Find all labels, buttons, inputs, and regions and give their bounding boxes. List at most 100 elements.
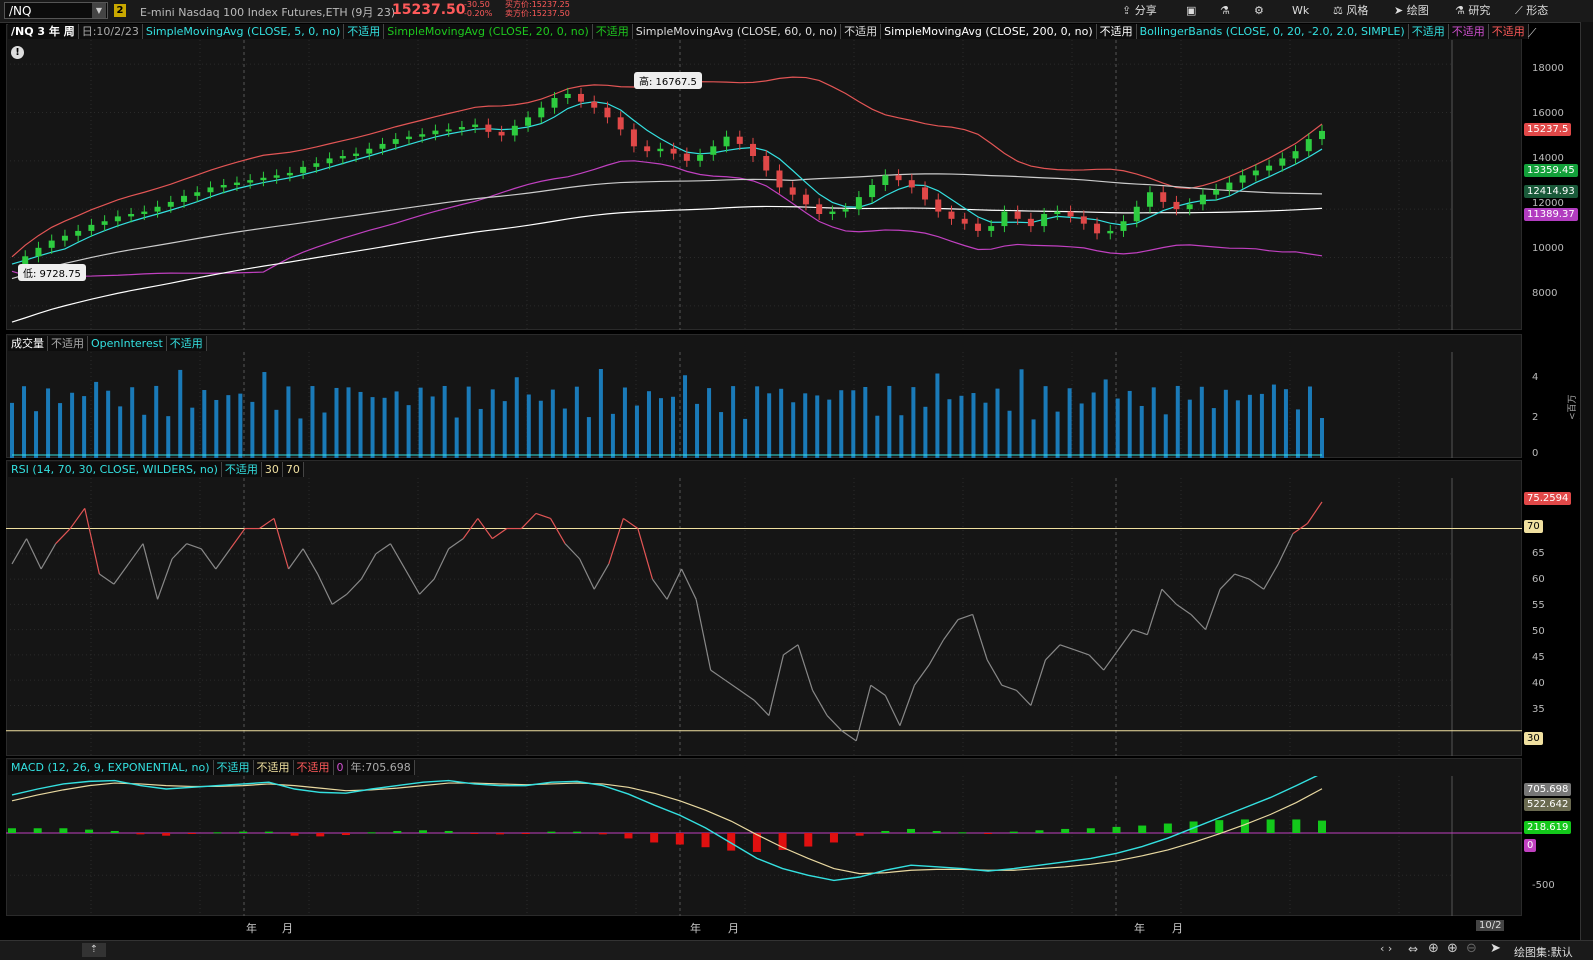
rsi-line-segment [200,548,217,570]
volume-bar [586,417,591,458]
volume-pane[interactable] [6,334,1522,458]
flask-icon[interactable]: ⚗ [1220,4,1230,17]
macd-diff-tag: 218.619 [1524,821,1572,834]
volume-bar [154,385,159,458]
macd-histogram-bar [418,830,427,833]
open-interest-value: 不适用 [167,336,207,351]
volume-bar [695,403,700,458]
bollinger-lower-line [11,160,1323,278]
studies-button[interactable]: ⚗ 研究 [1455,4,1491,17]
study-macd[interactable]: MACD (12, 26, 9, EXPONENTIAL, no) [8,760,214,775]
volume-bar [1247,394,1252,458]
volume-bar [995,388,1000,458]
y-tick: 10000 [1532,243,1564,254]
study-sma5-value: 不适用 [344,24,385,39]
zoom-out-icon[interactable]: ⊖ [1466,941,1477,956]
time-axis[interactable]: 年 月 年 月 年 月 10/2 [6,918,1522,936]
rsi-line-segment [40,543,57,570]
style-button[interactable]: ⚖ 风格 [1333,4,1369,17]
candle [485,124,492,132]
candle [736,136,743,144]
study-bollinger[interactable]: BollingerBands (CLOSE, 0, 20, -2.0, 2.0,… [1137,24,1409,39]
candle [630,129,637,147]
y-tick: 16000 [1532,108,1564,119]
volume-bar [514,377,519,458]
rsi-y-tick: 50 [1532,626,1545,637]
volume-bar [226,395,231,458]
volume-bar [1127,390,1132,458]
study-bollinger-lower-value: 不适用 [1449,24,1489,39]
macd-zero: 0 [334,760,348,775]
study-sma60[interactable]: SimpleMovingAvg (CLOSE, 60, 0, no) [633,24,842,39]
study-sma200[interactable]: SimpleMovingAvg (CLOSE, 200, 0, no) [881,24,1097,39]
change-value: -30.50 [464,0,490,9]
study-sma20[interactable]: SimpleMovingAvg (CLOSE, 20, 0, no) [384,24,593,39]
volume-bar [34,411,39,458]
drawing-button[interactable]: ➤ 绘图 [1394,4,1429,17]
candle [247,180,254,183]
volume-bar [971,393,976,458]
macd-histogram-bar [881,830,890,833]
volume-bar [334,387,339,458]
volume-bar [550,389,555,458]
macd-histogram-bar [496,833,505,835]
candle [48,240,55,248]
volume-bar [683,375,688,458]
candle [379,143,386,149]
link-badge[interactable]: 2 [114,4,126,17]
candle [405,136,412,140]
rsi-line-segment [156,558,173,600]
rsi-tag-30: 30 [1524,732,1543,745]
volume-bar [190,407,195,458]
macd-histogram-bar [367,832,376,834]
volume-bar [1223,389,1228,458]
volume-bar [803,393,808,458]
volume-bar [1151,387,1156,458]
symbol-input[interactable]: /NQ [4,2,108,19]
candle [789,187,796,195]
zoom-in-icon[interactable]: ⊕ [1447,941,1458,956]
candle [1319,130,1325,140]
expand-icon[interactable]: ⇡ [82,943,106,957]
share-button[interactable]: ⇪ 分享 [1122,4,1157,17]
macd-avg-value: 不适用 [254,760,294,775]
study-sma5[interactable]: SimpleMovingAvg (CLOSE, 5, 0, no) [143,24,345,39]
candle [1054,211,1061,214]
macd-histogram-bar [573,831,582,833]
macd-histogram-bar [290,833,299,836]
drawing-set[interactable]: 绘图集:默认 [1514,946,1573,959]
pattern-icon: ⟋ [1515,4,1523,17]
study-open-interest[interactable]: OpenInterest [88,336,167,351]
gear-icon[interactable]: ⚙ [1254,4,1264,17]
macd-histogram-bar [110,830,119,833]
rsi-line-segment [375,543,391,555]
price-chart[interactable] [6,40,1522,330]
alert-icon[interactable]: ! [11,46,24,59]
chevron-down-icon[interactable]: ▼ [92,3,106,18]
macd-histogram-bar [1266,819,1275,833]
pan-icon[interactable]: ⇔ [1408,942,1419,956]
cursor-icon[interactable]: ➤ [1490,941,1501,956]
aggregation-button[interactable]: Wk [1292,4,1310,17]
rsi-line-segment [1015,689,1032,706]
scroll-arrows-icon[interactable]: ‹ › [1380,942,1393,955]
price-axis[interactable]: ⟋ 18000 16000 14000 12000 10000 8000 152… [1524,24,1580,330]
volume-bar [1211,408,1216,458]
axis-settings-icon[interactable]: ⟋ [1528,26,1537,40]
macd-histogram-bar [958,832,967,834]
patterns-button[interactable]: ⟋ 形态 [1515,4,1549,17]
volume-bar [779,388,784,458]
macd-histogram-bar [1009,831,1018,833]
rsi-pane[interactable] [6,460,1522,756]
side-panel-strip[interactable] [1580,22,1593,942]
rsi-line-segment [783,644,799,656]
study-rsi[interactable]: RSI (14, 70, 30, CLOSE, WILDERS, no) [8,462,222,477]
price-change: -30.50 -0.20% [464,0,492,18]
macd-histogram-bar [1061,828,1070,833]
rsi-line-segment [1146,589,1163,635]
layout-icon[interactable]: ▣ [1186,4,1197,17]
volume-bar [70,392,75,458]
crosshair-icon[interactable]: ⊕ [1428,941,1439,956]
volume-bar [238,393,243,458]
volume-bar [1259,393,1264,458]
